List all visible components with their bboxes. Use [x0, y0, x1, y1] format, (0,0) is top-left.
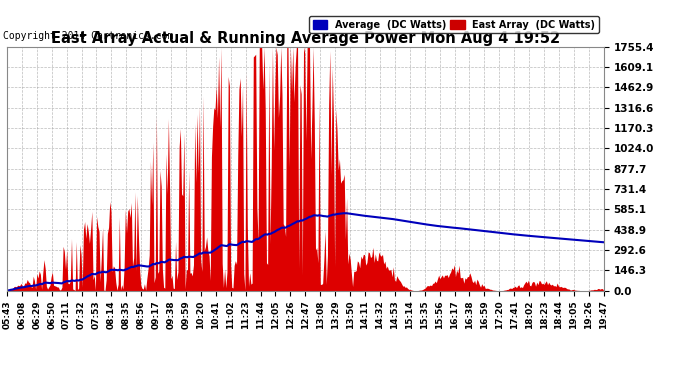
Legend: Average  (DC Watts), East Array  (DC Watts): Average (DC Watts), East Array (DC Watts… — [309, 16, 599, 33]
Text: Copyright 2014 Cartronics.com: Copyright 2014 Cartronics.com — [3, 32, 174, 41]
Title: East Array Actual & Running Average Power Mon Aug 4 19:52: East Array Actual & Running Average Powe… — [51, 31, 560, 46]
